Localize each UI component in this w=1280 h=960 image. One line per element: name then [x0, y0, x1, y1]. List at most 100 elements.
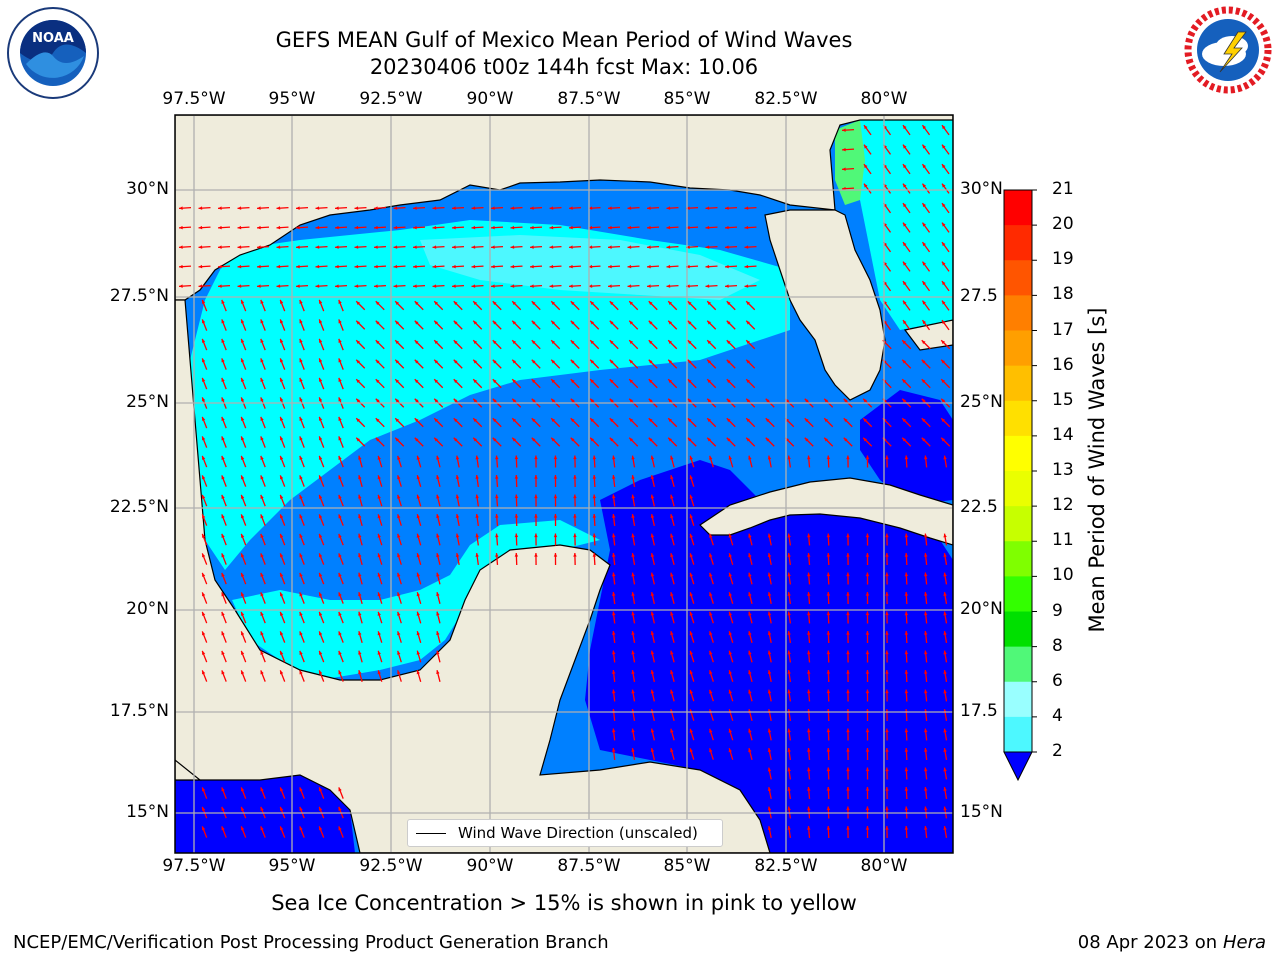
svg-text:NOAA: NOAA — [32, 31, 74, 46]
wave-arrow — [787, 825, 792, 839]
wave-arrow — [318, 592, 325, 604]
wave-arrow — [201, 319, 208, 331]
wave-arrow — [279, 377, 286, 390]
region-light-cyan — [420, 235, 760, 300]
wave-arrow — [201, 611, 208, 624]
wave-arrow — [885, 747, 889, 761]
wave-arrow — [260, 299, 266, 312]
wave-arrow — [627, 264, 640, 269]
wave-arrow — [318, 611, 325, 624]
wave-arrow — [455, 455, 460, 468]
wave-arrow — [492, 300, 502, 311]
wave-arrow — [902, 241, 911, 253]
wave-arrow — [687, 378, 697, 389]
wave-arrow — [865, 572, 870, 585]
wave-arrow — [921, 144, 931, 155]
wave-arrow — [941, 261, 950, 272]
wave-arrow — [201, 631, 208, 643]
wave-arrow — [260, 611, 266, 624]
wave-arrow — [453, 359, 463, 369]
wave-arrow — [318, 338, 325, 351]
land-cuba — [699, 477, 953, 546]
colorbar-tick-label: 19 — [1052, 249, 1074, 270]
wave-arrow — [318, 553, 325, 565]
wave-arrow — [279, 826, 286, 838]
wave-arrow — [568, 225, 582, 230]
wave-arrow — [573, 474, 577, 488]
wave-arrow — [689, 553, 695, 565]
wave-arrow — [570, 339, 580, 350]
wave-arrow — [826, 552, 831, 566]
wave-arrow — [646, 245, 660, 249]
colorbar-tick-label: 17 — [1052, 319, 1074, 340]
wave-arrow — [787, 552, 792, 566]
wave-arrow — [237, 206, 250, 210]
wave-arrow — [670, 631, 675, 643]
wave-arrow — [787, 591, 792, 605]
wave-arrow — [863, 163, 872, 175]
wave-arrow — [414, 378, 424, 389]
wave-arrow — [472, 359, 483, 369]
wave-arrow — [201, 572, 208, 585]
wave-arrow — [592, 513, 597, 527]
wave-arrow — [573, 552, 577, 566]
wave-arrow — [807, 767, 811, 780]
wave-arrow — [902, 300, 911, 311]
wave-arrow — [397, 670, 402, 682]
wave-arrow — [650, 475, 655, 487]
wave-arrow — [201, 787, 208, 799]
lat-label-left: 20°N — [126, 599, 169, 619]
wave-arrow — [299, 338, 305, 351]
wave-arrow — [373, 206, 387, 210]
wave-arrow — [728, 611, 734, 624]
lon-label-top: 92.5°W — [359, 89, 423, 109]
wave-arrow — [921, 437, 931, 447]
wave-arrow — [648, 320, 658, 330]
wave-arrow — [534, 455, 538, 468]
wave-arrow — [924, 767, 928, 780]
wave-arrow — [471, 264, 484, 269]
wave-arrow — [728, 650, 734, 663]
wave-arrow — [201, 475, 208, 487]
lon-label-top: 97.5°W — [162, 89, 226, 109]
wave-arrow — [609, 300, 619, 311]
wave-arrow — [221, 553, 227, 565]
wave-arrow — [256, 264, 270, 269]
wave-arrow — [787, 455, 792, 468]
wave-arrow — [416, 475, 422, 487]
wave-arrow — [826, 747, 831, 761]
wave-arrow — [529, 245, 543, 249]
wave-arrow — [358, 455, 363, 468]
colorbar-tick-label: 8 — [1052, 635, 1063, 656]
wave-arrow — [433, 437, 444, 447]
wave-arrow — [826, 767, 831, 780]
wave-arrow — [588, 245, 601, 249]
wave-arrow — [299, 826, 305, 838]
wave-arrow — [631, 630, 636, 644]
wave-arrow — [198, 245, 211, 249]
wave-arrow — [318, 514, 325, 526]
wave-arrow — [689, 592, 695, 604]
wave-arrow — [529, 284, 543, 288]
wave-arrow — [531, 437, 541, 447]
wave-arrow — [748, 533, 753, 546]
wave-arrow — [397, 475, 402, 487]
wave-arrow — [256, 284, 270, 288]
wave-arrow — [511, 359, 522, 369]
wave-arrow — [315, 284, 328, 288]
lon-label-top: 85°W — [663, 89, 711, 109]
wave-arrow — [279, 475, 286, 487]
wave-arrow — [570, 378, 580, 389]
wave-arrow — [924, 669, 928, 683]
wave-arrow — [607, 245, 621, 249]
wave-arrow — [728, 631, 734, 643]
wave-arrow — [355, 378, 366, 389]
wave-arrow — [687, 300, 697, 311]
wave-arrow — [666, 245, 679, 249]
wave-arrow — [943, 572, 948, 585]
wave-arrow — [553, 455, 558, 468]
wave-arrow — [377, 475, 383, 487]
wave-arrow — [611, 728, 616, 741]
wave-arrow — [627, 225, 640, 230]
